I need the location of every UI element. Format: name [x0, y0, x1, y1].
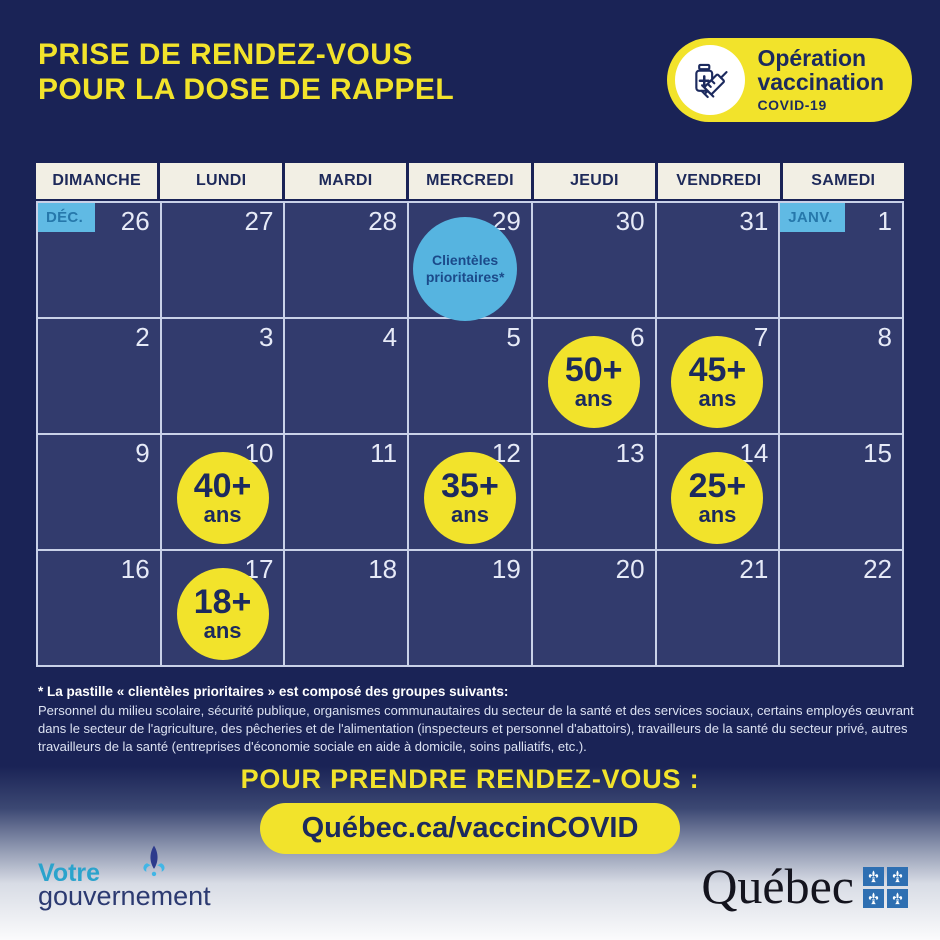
age-group-bubble: 25+ ans: [671, 451, 764, 544]
priority-clientele-bubble: Clientèles prioritaires*: [413, 217, 518, 322]
calendar-day-cell: 4: [285, 319, 408, 433]
cta-label: POUR PRENDRE RENDEZ-VOUS :: [240, 764, 700, 794]
date-number: 16: [120, 554, 150, 584]
header: PRISE DE RENDEZ-VOUS POUR LA DOSE DE RAP…: [38, 38, 912, 122]
date-number: 20: [615, 554, 645, 584]
date-number: 9: [135, 438, 150, 468]
quebec-flag-icon: [863, 867, 908, 908]
date-number: 13: [615, 438, 645, 468]
date-number: 11: [370, 438, 398, 468]
calendar-day-cell: 5: [409, 319, 531, 433]
age-group-bubble: 40+ ans: [176, 451, 269, 544]
gov-logo-line-2: gouvernement: [38, 881, 211, 911]
calendar-day-cell: 11: [285, 435, 408, 549]
footnote: * La pastille « clientèles prioritaires …: [38, 684, 914, 757]
badge-icon-circle: [675, 45, 746, 115]
month-label: JANV.: [780, 203, 845, 232]
date-number: 31: [739, 206, 769, 236]
quebec-logo: Québec: [701, 858, 908, 914]
calendar: DIMANCHE LUNDI MARDI MERCREDI JEUDI VENDREDI S…: [36, 163, 904, 667]
month-label: DÉC.: [38, 203, 96, 232]
date-number: 5: [506, 322, 521, 352]
age-group-bubble: 45+ ans: [671, 335, 764, 428]
badge-covid-label: COVID-19: [757, 97, 827, 114]
calendar-day-cell: 14 25+ ans: [656, 435, 779, 549]
calendar-day-cell: 16: [38, 551, 160, 665]
votre-gouvernement-logo: Votre gouvernement: [38, 845, 211, 911]
day-header: MERCREDI: [409, 163, 531, 199]
calendar-day-cell: 15: [780, 435, 902, 549]
vaccination-url-button[interactable]: Québec.ca/vaccinCOVID: [259, 803, 681, 854]
calendar-day-cell: DÉC. 26: [38, 203, 160, 317]
calendar-day-cell: 10 40+ ans: [161, 435, 284, 549]
date-number: 26: [120, 206, 150, 236]
calendar-grid: DÉC. 26 27 28 29 Clientèles prioritaires* 30 31 J…: [36, 201, 904, 667]
calendar-day-cell: 3: [161, 319, 284, 433]
footnote-heading: * La pastille « clientèles prioritaires …: [38, 684, 509, 699]
fleur-de-lis-icon: [143, 845, 165, 877]
calendar-header-row: DIMANCHE LUNDI MARDI MERCREDI JEUDI VENDREDI S…: [36, 163, 904, 199]
gov-logo-line-1: Votre: [38, 859, 101, 887]
calendar-day-cell: 18: [285, 551, 408, 665]
calendar-day-cell: 8: [780, 319, 902, 433]
calendar-day-cell: 31: [656, 203, 779, 317]
date-number: 1: [877, 206, 892, 236]
footnote-body: Personnel du milieu scolaire, sécurité p…: [38, 703, 914, 755]
date-number: 28: [368, 206, 398, 236]
calendar-day-cell: 17 18+ ans: [161, 551, 284, 665]
date-number: 22: [863, 554, 892, 584]
calendar-day-cell: 13: [532, 435, 655, 549]
date-number: 18: [368, 554, 398, 584]
calendar-day-cell: 12 35+ ans: [409, 435, 531, 549]
date-number: 27: [244, 206, 274, 236]
age-group-bubble: 50+ ans: [547, 335, 640, 428]
calendar-day-cell: 20: [532, 551, 655, 665]
day-header: MARDI: [284, 163, 407, 199]
day-header: JEUDI: [533, 163, 656, 199]
date-number: 6: [630, 322, 645, 352]
calendar-day-cell: 29 Clientèles prioritaires*: [409, 203, 531, 322]
date-number: 21: [739, 554, 769, 584]
title-line-2: POUR LA DOSE DE RAPPEL: [38, 72, 455, 106]
calendar-day-cell: 6 50+ ans: [532, 319, 655, 433]
quebec-wordmark: Québec: [701, 858, 854, 914]
date-number: 7: [753, 322, 769, 352]
calendar-day-cell: 2: [38, 319, 160, 433]
date-number: 2: [135, 322, 150, 352]
calendar-day-cell: 22: [780, 551, 902, 665]
syringe-vial-icon: [695, 63, 729, 99]
page-title: PRISE DE RENDEZ-VOUS POUR LA DOSE DE RAP…: [38, 38, 454, 108]
day-header: SAMEDI: [782, 163, 904, 199]
calendar-day-cell: 7 45+ ans: [656, 319, 779, 433]
badge-line-2: vaccination: [757, 68, 884, 95]
calendar-day-cell: 21: [656, 551, 779, 665]
calendar-day-cell: JANV. 1: [780, 203, 902, 317]
calendar-day-cell: 19: [409, 551, 531, 665]
date-number: 15: [863, 438, 892, 468]
day-header: DIMANCHE: [36, 163, 158, 199]
age-group-bubble: 18+ ans: [176, 567, 269, 660]
badge-text: Opération vaccination COVID-19: [757, 44, 884, 114]
calendar-day-cell: 9: [38, 435, 160, 549]
date-number: 3: [258, 322, 274, 352]
title-line-1: PRISE DE RENDEZ-VOUS: [38, 38, 413, 71]
calendar-day-cell: 28: [285, 203, 408, 317]
calendar-day-cell: 30: [532, 203, 655, 317]
day-header: VENDREDI: [658, 163, 780, 199]
date-number: 19: [491, 554, 521, 584]
date-number: 30: [615, 206, 645, 236]
date-number: 4: [382, 322, 398, 352]
date-number: 8: [877, 322, 892, 352]
badge-line-1: Opération: [757, 44, 867, 71]
age-group-bubble: 35+ ans: [423, 451, 516, 544]
cta-section: POUR PRENDRE RENDEZ-VOUS : Québec.ca/vac…: [0, 764, 940, 854]
operation-vaccination-badge: Opération vaccination COVID-19: [667, 38, 912, 122]
calendar-day-cell: 27: [161, 203, 284, 317]
day-header: LUNDI: [160, 163, 282, 199]
